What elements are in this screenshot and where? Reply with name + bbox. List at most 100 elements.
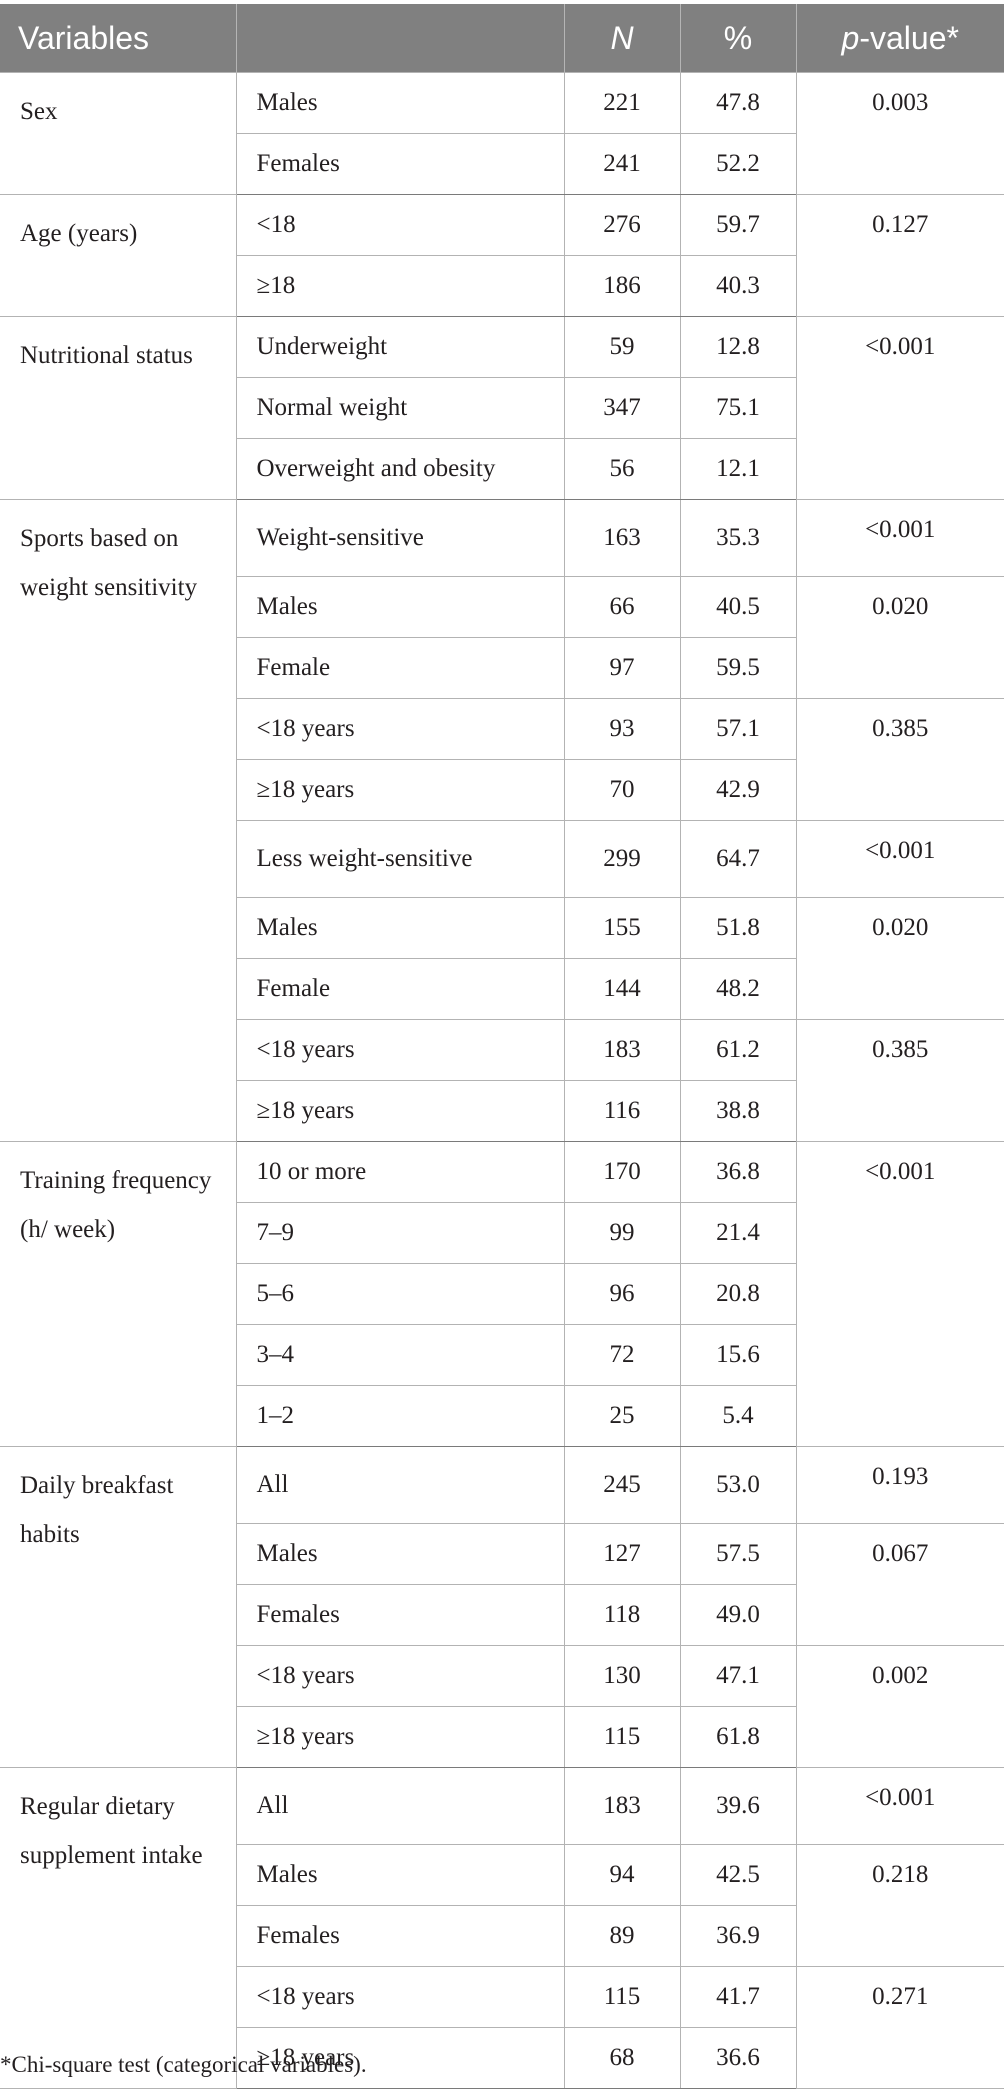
percent-cell: 59.5 <box>679 637 796 699</box>
n-cell: 241 <box>563 133 681 195</box>
n-cell: 245 <box>563 1446 681 1524</box>
percent-cell: 38.8 <box>679 1080 796 1142</box>
n-cell: 93 <box>563 698 681 760</box>
n-cell: 299 <box>563 820 681 898</box>
percent-cell: 42.9 <box>679 759 796 821</box>
table-row: ≥18 years 116 38.8 <box>0 1080 1004 1142</box>
table-row: ≥18 years 68 36.6 <box>0 2027 1004 2089</box>
variable-cell: Daily breakfast habits <box>0 1446 237 1768</box>
table-row: Normal weight 347 75.1 <box>0 377 1004 439</box>
percent-cell: 57.1 <box>679 698 797 760</box>
pvalue-cell: 0.127 <box>795 194 1004 317</box>
percent-cell: 59.7 <box>679 194 797 256</box>
variable-cell: Sex <box>0 72 237 195</box>
category-cell: Males <box>236 897 565 959</box>
n-cell: 116 <box>563 1080 681 1142</box>
header-pvalue: p-value* <box>795 4 1004 73</box>
table-row: Female 97 59.5 <box>0 637 1004 699</box>
table-header: Variables N % p-value* <box>0 4 1004 73</box>
category-cell: Female <box>236 958 565 1020</box>
table-row: Males 66 40.5 0.020 <box>0 576 1004 699</box>
n-cell: 347 <box>563 377 681 439</box>
variable-cell: Sports based on weight sensitivity <box>0 499 237 1142</box>
table-row: Females 89 36.9 <box>0 1905 1004 1967</box>
category-cell: Males <box>236 576 565 638</box>
category-cell: Normal weight <box>236 377 565 439</box>
pvalue-cell: <0.001 <box>795 316 1004 500</box>
percent-cell: 39.6 <box>679 1767 797 1845</box>
table-row: <18 years 183 61.2 0.385 <box>0 1019 1004 1142</box>
category-cell: Weight-sensitive <box>235 499 565 577</box>
pvalue-cell: 0.020 <box>795 897 1004 1020</box>
category-cell: Females <box>236 1584 565 1646</box>
n-cell: 96 <box>563 1263 681 1325</box>
pvalue-cell: 0.218 <box>795 1844 1004 1967</box>
variable-cell: Age (years) <box>0 194 237 317</box>
table-row: Females 118 49.0 <box>0 1584 1004 1646</box>
n-cell: 56 <box>563 438 681 500</box>
category-cell: Female <box>236 637 565 699</box>
table-row: 7–9 99 21.4 <box>0 1202 1004 1264</box>
variable-cell: Training frequency (h/ week) <box>0 1141 237 1447</box>
table-row: 5–6 96 20.8 <box>0 1263 1004 1325</box>
percent-cell: 41.7 <box>679 1966 797 2028</box>
table-row: <18 years 115 41.7 0.271 <box>0 1966 1004 2089</box>
category-cell: ≥18 years <box>236 1080 565 1142</box>
n-cell: 115 <box>563 1706 681 1768</box>
table-row: Sports based on weight sensitivity Weigh… <box>0 499 1004 1142</box>
category-cell: ≥18 years <box>236 1706 565 1768</box>
percent-cell: 61.2 <box>679 1019 797 1081</box>
percent-cell: 21.4 <box>679 1202 796 1264</box>
percent-cell: 40.5 <box>679 576 797 638</box>
n-cell: 276 <box>563 194 681 256</box>
pvalue-cell: 0.385 <box>795 1019 1004 1142</box>
variable-cell: Regular dietary supplement intake <box>0 1767 237 2089</box>
table-row: Males 127 57.5 0.067 <box>0 1523 1004 1646</box>
percent-cell: 36.9 <box>679 1905 796 1967</box>
table-row: Regular dietary supplement intake All 18… <box>0 1767 1004 2089</box>
category-cell: All <box>235 1446 565 1524</box>
percent-cell: 57.5 <box>679 1523 797 1585</box>
category-cell: 7–9 <box>236 1202 565 1264</box>
category-cell: <18 years <box>236 698 565 760</box>
percent-cell: 40.3 <box>679 255 796 317</box>
percent-cell: 12.8 <box>679 316 797 378</box>
table-row: Nutritional status Underweight 59 12.8 <… <box>0 316 1004 500</box>
n-cell: 99 <box>563 1202 681 1264</box>
pvalue-cell: 0.003 <box>795 72 1004 195</box>
percent-cell: 48.2 <box>679 958 796 1020</box>
n-cell: 163 <box>563 499 681 577</box>
header-pvalue-p: p <box>841 19 860 56</box>
header-category <box>235 4 565 73</box>
n-cell: 89 <box>563 1905 681 1967</box>
header-variables: Variables <box>0 4 237 73</box>
n-cell: 72 <box>563 1324 681 1386</box>
n-cell: 221 <box>563 72 681 134</box>
category-cell: 5–6 <box>236 1263 565 1325</box>
table-row: <18 years 130 47.1 0.002 <box>0 1645 1004 1768</box>
table-body: Sex Males 221 47.8 0.003 Females 241 52.… <box>0 72 1004 2089</box>
pvalue-cell: 0.193 <box>795 1446 1004 1524</box>
category-cell: <18 years <box>236 1645 565 1707</box>
pvalue-cell: <0.001 <box>795 499 1004 577</box>
category-cell: Less weight-sensitive <box>236 820 565 898</box>
table-row: 3–4 72 15.6 <box>0 1324 1004 1386</box>
n-cell: 144 <box>563 958 681 1020</box>
pvalue-cell: 0.002 <box>795 1645 1004 1768</box>
category-cell: ≥18 <box>236 255 565 317</box>
table-row: Sex Males 221 47.8 0.003 <box>0 72 1004 195</box>
category-cell: Females <box>236 133 565 195</box>
n-cell: 66 <box>563 576 681 638</box>
table-row: Age (years) <18 276 59.7 0.127 <box>0 194 1004 317</box>
statistics-table: Variables N % p-value* Sex Males 221 47.… <box>0 4 1004 2089</box>
percent-cell: 35.3 <box>679 499 797 577</box>
header-pvalue-suffix: -value* <box>859 19 959 56</box>
table-row: Less weight-sensitive 299 64.7 <0.001 <box>0 820 1004 898</box>
n-cell: 170 <box>563 1141 681 1203</box>
table-row: 1–2 25 5.4 <box>0 1385 1004 1447</box>
table-row: ≥18 years 115 61.8 <box>0 1706 1004 1768</box>
category-cell: 3–4 <box>236 1324 565 1386</box>
table-row: ≥18 186 40.3 <box>0 255 1004 317</box>
percent-cell: 12.1 <box>679 438 796 500</box>
category-cell: <18 <box>235 194 565 256</box>
